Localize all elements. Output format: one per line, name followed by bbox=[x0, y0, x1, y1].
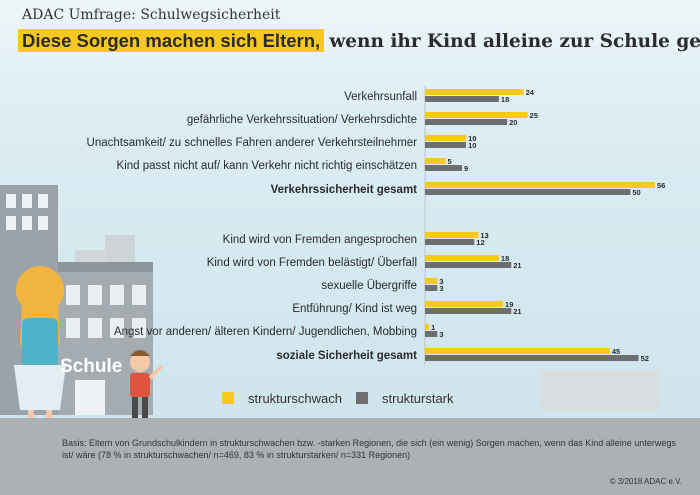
bar-strukturschwach-gefährliche-verkehrssituation-verkehrsdichte bbox=[425, 112, 528, 118]
data-label-strukturstark-entführung-kind-ist-weg: 21 bbox=[513, 307, 521, 316]
bar-strukturstark-entführung-kind-ist-weg bbox=[425, 308, 512, 314]
data-label-strukturstark-kind-wird-von-fremden-angesprochen: 12 bbox=[476, 238, 484, 247]
bar-strukturstark-verkehrsunfall bbox=[425, 96, 499, 102]
category-label-kind-wird-von-fremden-belästigt-überfall: Kind wird von Fremden belästigt/ Überfal… bbox=[207, 257, 417, 269]
legend-swatch-gray bbox=[356, 392, 368, 404]
data-label-strukturschwach-sexuelle-übergriffe: 3 bbox=[439, 277, 443, 286]
data-label-strukturschwach-kind-wird-von-fremden-belästigt-überfall: 18 bbox=[501, 254, 509, 263]
category-label-angst-vor-anderen-älteren-kindern-jugendlichen-mobbing: Angst vor anderen/ älteren Kindern/ Juge… bbox=[114, 326, 417, 338]
data-label-strukturstark-sexuelle-übergriffe: 3 bbox=[439, 284, 443, 293]
bar-strukturschwach-verkehrsunfall bbox=[425, 89, 524, 95]
category-label-gefährliche-verkehrssituation-verkehrsdichte: gefährliche Verkehrssituation/ Verkehrsd… bbox=[187, 114, 417, 126]
category-label-sexuelle-übergriffe: sexuelle Übergriffe bbox=[321, 280, 417, 292]
legend-swatch-yellow bbox=[222, 392, 234, 404]
data-label-strukturstark-gefährliche-verkehrssituation-verkehrsdichte: 20 bbox=[509, 118, 517, 127]
ground bbox=[0, 418, 700, 495]
footnote: Basis: Eltern von Grundschulkindern in s… bbox=[62, 438, 676, 460]
data-label-strukturstark-verkehrssicherheit-gesamt: 50 bbox=[632, 188, 640, 197]
data-label-strukturschwach-entführung-kind-ist-weg: 19 bbox=[505, 300, 513, 309]
headline-highlight: Diese Sorgen machen sich Eltern, bbox=[18, 29, 325, 52]
boy-figure bbox=[130, 350, 164, 419]
data-label-strukturschwach-kind-wird-von-fremden-angesprochen: 13 bbox=[480, 231, 488, 240]
bar-strukturschwach-kind-wird-von-fremden-belästigt-überfall bbox=[425, 255, 499, 261]
headline: Diese Sorgen machen sich Eltern, wenn ih… bbox=[18, 29, 700, 52]
supertitle: ADAC Umfrage: Schulwegsicherheit bbox=[22, 7, 281, 23]
category-label-entführung-kind-ist-weg: Entführung/ Kind ist weg bbox=[292, 303, 417, 315]
bar-strukturschwach-sexuelle-übergriffe bbox=[425, 278, 438, 284]
data-label-strukturschwach-soziale-sicherheit-gesamt: 45 bbox=[612, 347, 620, 356]
copyright: © 3/2018 ADAC e.V. bbox=[609, 477, 682, 486]
data-label-strukturstark-kind-wird-von-fremden-belästigt-überfall: 21 bbox=[513, 261, 521, 270]
data-label-strukturstark-unachtsamkeit-zu-schnelles-fahren-anderer-verkehrsteilnehmer: 10 bbox=[468, 141, 476, 150]
school-sign: Schule bbox=[60, 356, 123, 377]
bar-strukturstark-angst-vor-anderen-älteren-kindern-jugendlichen-mobbing bbox=[425, 331, 438, 337]
bar-strukturstark-sexuelle-übergriffe bbox=[425, 285, 438, 291]
category-label-verkehrsunfall: Verkehrsunfall bbox=[344, 91, 417, 103]
bar-strukturstark-gefährliche-verkehrssituation-verkehrsdichte bbox=[425, 119, 508, 125]
bar-strukturschwach-angst-vor-anderen-älteren-kindern-jugendlichen-mobbing bbox=[425, 324, 430, 330]
bar-strukturstark-kind-passt-nicht-auf-kann-verkehr-nicht-richtig-einschätzen bbox=[425, 165, 462, 171]
legend-label-strukturschwach: strukturschwach bbox=[248, 391, 342, 406]
bar-strukturstark-kind-wird-von-fremden-angesprochen bbox=[425, 239, 475, 245]
bar-strukturschwach-kind-passt-nicht-auf-kann-verkehr-nicht-richtig-einschätzen bbox=[425, 158, 446, 164]
data-label-strukturschwach-kind-passt-nicht-auf-kann-verkehr-nicht-richtig-einschätzen: 5 bbox=[448, 157, 452, 166]
category-label-kind-passt-nicht-auf-kann-verkehr-nicht-richtig-einschätzen: Kind passt nicht auf/ kann Verkehr nicht… bbox=[117, 160, 417, 172]
data-label-strukturschwach-gefährliche-verkehrssituation-verkehrsdichte: 25 bbox=[530, 111, 538, 120]
bar-strukturschwach-kind-wird-von-fremden-angesprochen bbox=[425, 232, 479, 238]
bar-strukturstark-soziale-sicherheit-gesamt bbox=[425, 355, 639, 361]
data-label-strukturstark-soziale-sicherheit-gesamt: 52 bbox=[641, 354, 649, 363]
category-label-soziale-sicherheit-gesamt: soziale Sicherheit gesamt bbox=[276, 350, 417, 362]
category-label-unachtsamkeit-zu-schnelles-fahren-anderer-verkehrsteilnehmer: Unachtsamkeit/ zu schnelles Fahren ander… bbox=[87, 137, 418, 149]
category-label-verkehrssicherheit-gesamt: Verkehrssicherheit gesamt bbox=[271, 184, 418, 196]
legend-label-strukturstark: strukturstark bbox=[382, 391, 454, 406]
bar-strukturschwach-entführung-kind-ist-weg bbox=[425, 301, 504, 307]
data-label-strukturstark-verkehrsunfall: 18 bbox=[501, 95, 509, 104]
data-label-strukturschwach-verkehrssicherheit-gesamt: 56 bbox=[657, 181, 665, 190]
data-label-strukturschwach-unachtsamkeit-zu-schnelles-fahren-anderer-verkehrsteilnehmer: 10 bbox=[468, 134, 476, 143]
bar-strukturschwach-soziale-sicherheit-gesamt bbox=[425, 348, 610, 354]
data-label-strukturschwach-angst-vor-anderen-älteren-kindern-jugendlichen-mobbing: 1 bbox=[431, 323, 435, 332]
legend-item-strukturstark: strukturstark bbox=[356, 391, 454, 406]
bar-strukturschwach-unachtsamkeit-zu-schnelles-fahren-anderer-verkehrsteilnehmer bbox=[425, 135, 467, 141]
category-label-kind-wird-von-fremden-angesprochen: Kind wird von Fremden angesprochen bbox=[223, 234, 417, 246]
headline-rest: wenn ihr Kind alleine zur Schule geht bbox=[329, 31, 700, 52]
bar-strukturstark-kind-wird-von-fremden-belästigt-überfall bbox=[425, 262, 512, 268]
data-label-strukturschwach-verkehrsunfall: 24 bbox=[526, 88, 535, 97]
data-label-strukturstark-kind-passt-nicht-auf-kann-verkehr-nicht-richtig-einschätzen: 9 bbox=[464, 164, 468, 173]
bar-strukturstark-unachtsamkeit-zu-schnelles-fahren-anderer-verkehrsteilnehmer bbox=[425, 142, 467, 148]
data-label-strukturstark-angst-vor-anderen-älteren-kindern-jugendlichen-mobbing: 3 bbox=[439, 330, 443, 339]
legend-item-strukturschwach: strukturschwach bbox=[222, 391, 342, 406]
bar-strukturstark-verkehrssicherheit-gesamt bbox=[425, 189, 631, 195]
bar-strukturschwach-verkehrssicherheit-gesamt bbox=[425, 182, 655, 188]
